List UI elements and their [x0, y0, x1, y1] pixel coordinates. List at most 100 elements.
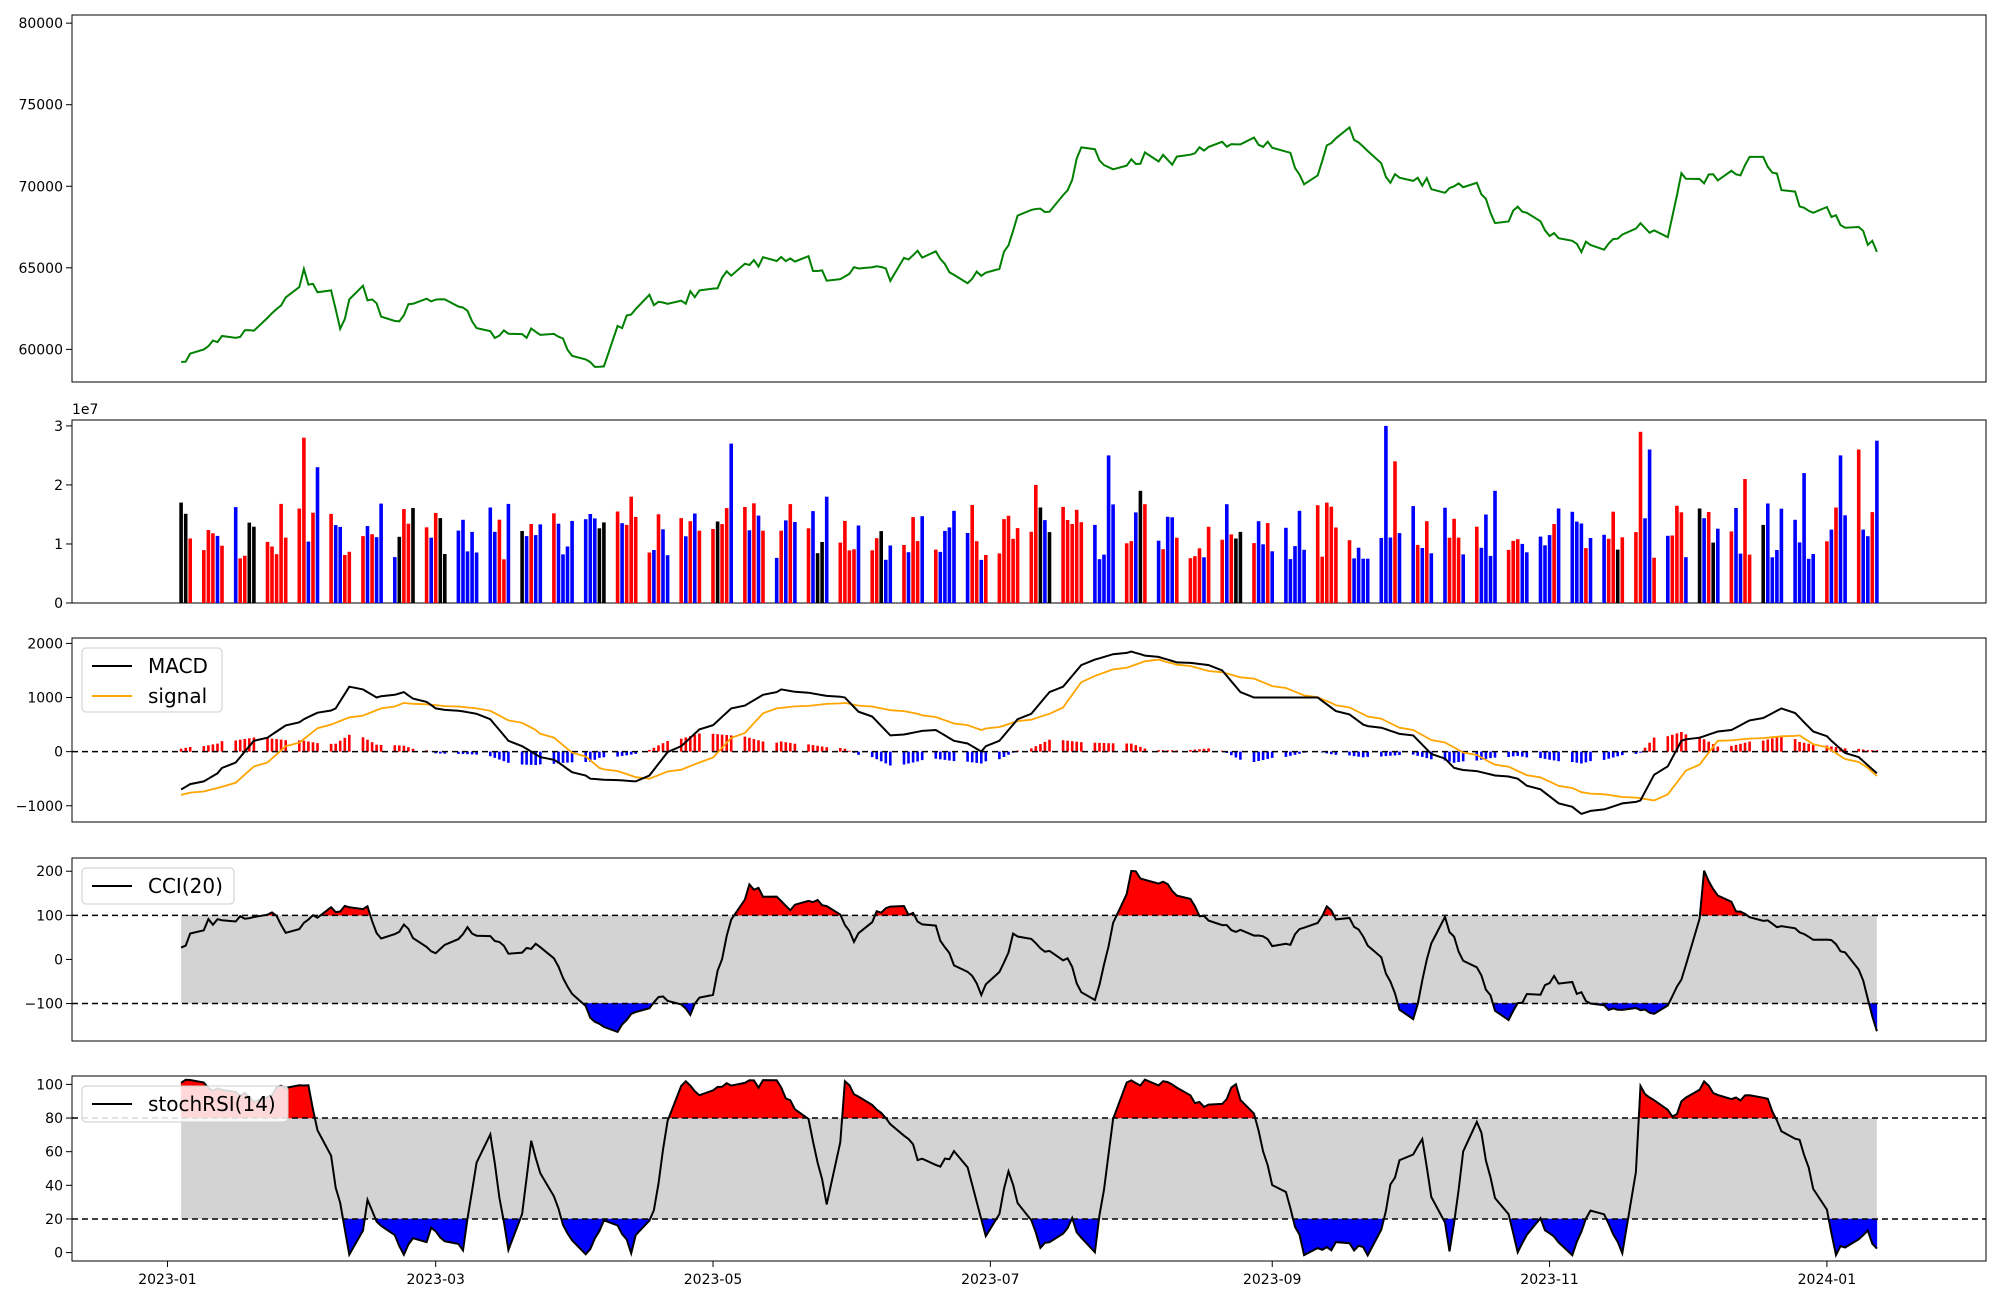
- macd-histogram-bar: [1039, 744, 1042, 752]
- macd-tick-label: −1000: [16, 799, 63, 815]
- volume-bar: [1297, 510, 1302, 603]
- volume-bar: [615, 511, 620, 603]
- macd-histogram-bar: [1607, 751, 1610, 759]
- macd-panel: −1000 0 1000 2000 MACD signal: [16, 636, 1987, 823]
- macd-histogram-bar: [1648, 742, 1651, 752]
- volume-bar: [502, 559, 506, 603]
- volume-bar: [1124, 543, 1129, 603]
- volume-bar: [1302, 549, 1306, 603]
- macd-histogram-bar: [302, 740, 306, 752]
- volume-bar: [1102, 554, 1106, 603]
- volume-bar: [1793, 519, 1797, 603]
- macd-histogram-bar: [1457, 751, 1460, 762]
- volume-bar: [524, 536, 529, 603]
- volume-bar: [497, 519, 502, 603]
- volume-bar: [233, 507, 238, 603]
- volume-bar: [1329, 506, 1334, 603]
- volume-bar: [1716, 528, 1720, 603]
- macd-histogram-bar: [1611, 751, 1615, 758]
- volume-bar: [1743, 479, 1747, 603]
- macd-histogram-bar: [1230, 751, 1233, 756]
- volume-bar: [1143, 504, 1147, 603]
- volume-bar: [1006, 515, 1011, 603]
- volume-bar: [1697, 508, 1702, 603]
- stoch-tick-label: 0: [54, 1246, 63, 1262]
- volume-bar: [1029, 531, 1034, 603]
- macd-histogram-bar: [825, 747, 828, 752]
- volume-bar: [943, 530, 947, 603]
- macd-histogram-bar: [1366, 751, 1369, 757]
- volume-bar: [361, 536, 365, 603]
- macd-legend: MACD signal: [81, 647, 223, 713]
- macd-histogram-bar: [552, 751, 556, 764]
- macd-histogram-bar: [939, 751, 942, 760]
- macd-histogram-bar: [761, 741, 765, 752]
- macd-histogram-bar: [870, 751, 874, 758]
- macd-histogram-bar: [1484, 751, 1488, 759]
- volume-bar: [1315, 505, 1320, 603]
- macd-histogram-bar: [1748, 741, 1751, 752]
- volume-tick-label: 3: [54, 419, 63, 435]
- macd-histogram-bar: [1289, 751, 1292, 756]
- volume-bar: [1238, 531, 1243, 603]
- macd-histogram-bar: [1398, 751, 1401, 755]
- volume-bar: [1461, 554, 1465, 603]
- macd-histogram-bar: [975, 751, 978, 763]
- volume-bar: [1015, 528, 1020, 603]
- macd-histogram-bar: [566, 751, 569, 763]
- stochrsi-line: [180, 1078, 1878, 1259]
- macd-histogram-bar: [1511, 751, 1515, 757]
- volume-bar: [1197, 548, 1202, 603]
- stoch-tick-label: 40: [45, 1178, 63, 1194]
- macd-histogram-bar: [1643, 747, 1647, 752]
- volume-bar: [1256, 521, 1261, 603]
- macd-histogram-bar: [684, 737, 688, 752]
- macd-histogram-bar: [1552, 751, 1556, 761]
- volume-bar: [811, 511, 815, 603]
- macd-histogram-bar: [1639, 751, 1642, 753]
- volume-bar: [365, 526, 370, 603]
- macd-histogram-bar: [343, 737, 347, 752]
- volume-bar: [788, 504, 793, 603]
- macd-histogram-bar: [1516, 751, 1519, 756]
- macd-histogram-bar: [1430, 751, 1433, 760]
- macd-histogram-bar: [1707, 741, 1710, 752]
- macd-histogram-bar: [507, 751, 510, 763]
- volume-bar: [552, 513, 556, 603]
- macd-histogram-bar: [1384, 751, 1388, 757]
- macd-histogram-bar: [1357, 751, 1360, 757]
- volume-bar: [779, 530, 783, 603]
- macd-histogram-bar: [1107, 743, 1110, 752]
- volume-bar: [1352, 558, 1356, 603]
- volume-bar: [465, 551, 470, 603]
- volume-bar: [329, 513, 333, 603]
- volume-bar: [306, 541, 311, 603]
- volume-bar: [1261, 544, 1265, 603]
- volume-bar: [1520, 543, 1525, 603]
- volume-bar: [1870, 512, 1875, 603]
- volume-bar: [620, 523, 624, 603]
- macd-histogram-bar: [811, 745, 815, 752]
- macd-histogram-bar: [1771, 738, 1774, 752]
- volume-bar: [1775, 550, 1779, 603]
- macd-histogram-bar: [848, 750, 851, 752]
- volume-bar: [433, 512, 438, 603]
- macd-histogram-bar: [1780, 736, 1783, 752]
- macd-histogram-bar: [316, 743, 319, 752]
- macd-histogram-bar: [984, 751, 988, 762]
- stochrsi-y-axis: 0 20 40 60 80 100: [36, 1077, 72, 1262]
- volume-bar: [1856, 449, 1861, 603]
- volume-bar: [724, 508, 729, 603]
- macd-histogram-bar: [1743, 742, 1747, 752]
- volume-bar: [843, 520, 847, 603]
- macd-histogram-bar: [1739, 743, 1742, 752]
- macd-histogram-bar: [234, 740, 237, 752]
- volume-bar: [984, 555, 988, 603]
- stochrsi-legend-label: stochRSI(14): [148, 1092, 276, 1116]
- macd-histogram-bar: [1811, 744, 1815, 752]
- volume-bar: [1252, 543, 1256, 603]
- macd-histogram-bar: [1480, 751, 1483, 760]
- volume-bar: [1734, 508, 1738, 603]
- macd-histogram-bar: [1139, 746, 1142, 752]
- macd-histogram-bar: [789, 742, 792, 752]
